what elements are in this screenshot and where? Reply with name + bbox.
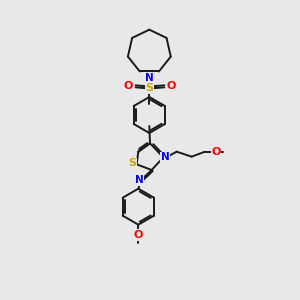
Text: N: N <box>135 175 143 185</box>
Text: O: O <box>211 147 221 157</box>
Text: N: N <box>145 73 154 83</box>
Text: N: N <box>161 152 170 162</box>
Text: O: O <box>167 81 176 91</box>
Text: O: O <box>124 81 134 91</box>
Text: S: S <box>145 83 153 93</box>
Text: O: O <box>134 230 143 240</box>
Text: S: S <box>129 158 137 168</box>
